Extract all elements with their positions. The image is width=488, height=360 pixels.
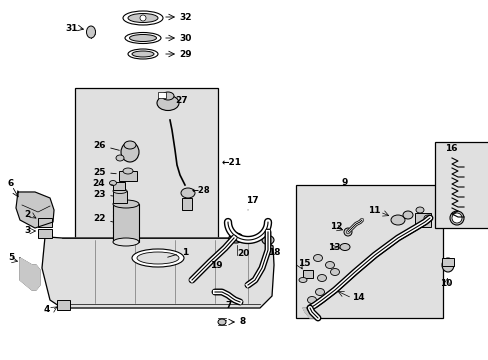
Polygon shape: [16, 192, 54, 228]
Ellipse shape: [390, 215, 404, 225]
Text: 10: 10: [439, 279, 451, 288]
Ellipse shape: [181, 188, 195, 198]
Ellipse shape: [121, 142, 139, 162]
Text: 14: 14: [351, 293, 364, 302]
Bar: [38, 229, 52, 238]
Ellipse shape: [449, 211, 463, 225]
Bar: [57, 300, 70, 310]
Text: 26: 26: [93, 140, 119, 150]
Ellipse shape: [441, 258, 453, 272]
Text: 13: 13: [327, 243, 340, 252]
Bar: [113, 191, 127, 203]
Ellipse shape: [402, 211, 412, 219]
Ellipse shape: [128, 14, 158, 23]
Text: 15: 15: [297, 258, 310, 267]
Bar: [38, 218, 52, 227]
Text: 17: 17: [245, 195, 258, 210]
Text: 29: 29: [179, 50, 191, 59]
Text: 7: 7: [224, 301, 231, 310]
Ellipse shape: [137, 252, 179, 264]
Bar: [113, 182, 125, 190]
Ellipse shape: [113, 238, 139, 246]
Bar: [75, 88, 218, 248]
Ellipse shape: [228, 233, 243, 243]
Ellipse shape: [123, 168, 133, 174]
Ellipse shape: [129, 35, 156, 41]
Ellipse shape: [313, 255, 322, 261]
Ellipse shape: [113, 200, 139, 208]
Bar: [295, 185, 442, 318]
Polygon shape: [42, 237, 273, 308]
Ellipse shape: [315, 288, 324, 296]
Bar: [182, 198, 192, 210]
Ellipse shape: [128, 49, 158, 59]
Bar: [119, 171, 137, 181]
Text: 4: 4: [44, 306, 50, 315]
Ellipse shape: [109, 180, 116, 185]
Ellipse shape: [451, 213, 461, 223]
Ellipse shape: [113, 189, 127, 194]
Ellipse shape: [123, 11, 163, 25]
Text: 31: 31: [65, 23, 77, 32]
Text: 9: 9: [341, 177, 347, 186]
Text: 12: 12: [329, 221, 342, 230]
Text: 25: 25: [93, 167, 116, 176]
Ellipse shape: [124, 141, 136, 149]
Text: 23: 23: [93, 189, 113, 198]
Ellipse shape: [262, 235, 273, 244]
Ellipse shape: [218, 319, 225, 325]
Text: 8: 8: [239, 318, 245, 327]
Text: 3: 3: [24, 225, 30, 234]
Text: 1: 1: [167, 248, 188, 257]
Ellipse shape: [298, 278, 306, 283]
Bar: [113, 204, 139, 242]
Bar: [414, 213, 430, 227]
Ellipse shape: [132, 249, 183, 267]
Ellipse shape: [162, 92, 174, 100]
Text: 20: 20: [237, 248, 249, 257]
Circle shape: [140, 15, 146, 21]
Ellipse shape: [317, 274, 326, 282]
Text: 24: 24: [93, 179, 113, 188]
Text: ←21: ←21: [222, 158, 242, 166]
Text: ←28: ←28: [192, 185, 210, 194]
Ellipse shape: [307, 297, 316, 303]
Text: 32: 32: [179, 13, 191, 22]
Ellipse shape: [339, 243, 349, 251]
Text: 30: 30: [179, 33, 191, 42]
Bar: [441, 258, 453, 266]
Ellipse shape: [132, 51, 154, 57]
Ellipse shape: [325, 261, 334, 269]
Ellipse shape: [157, 95, 179, 111]
Ellipse shape: [86, 26, 95, 38]
Text: 18: 18: [267, 248, 280, 257]
Bar: [158, 92, 165, 98]
Text: 16: 16: [444, 144, 457, 153]
Circle shape: [343, 228, 351, 236]
Text: 19: 19: [209, 261, 222, 270]
Ellipse shape: [125, 32, 161, 44]
Text: 2: 2: [24, 210, 30, 219]
Text: 11: 11: [367, 206, 380, 215]
Text: 5: 5: [8, 253, 14, 262]
Ellipse shape: [330, 269, 339, 275]
Text: 6: 6: [8, 179, 14, 188]
Ellipse shape: [423, 215, 431, 221]
Polygon shape: [20, 258, 40, 290]
Ellipse shape: [116, 155, 124, 161]
Bar: [434, 142, 488, 228]
Bar: [303, 270, 312, 278]
Ellipse shape: [415, 207, 423, 213]
Text: 27: 27: [175, 95, 187, 104]
Polygon shape: [303, 308, 317, 318]
Text: 22: 22: [93, 213, 113, 222]
